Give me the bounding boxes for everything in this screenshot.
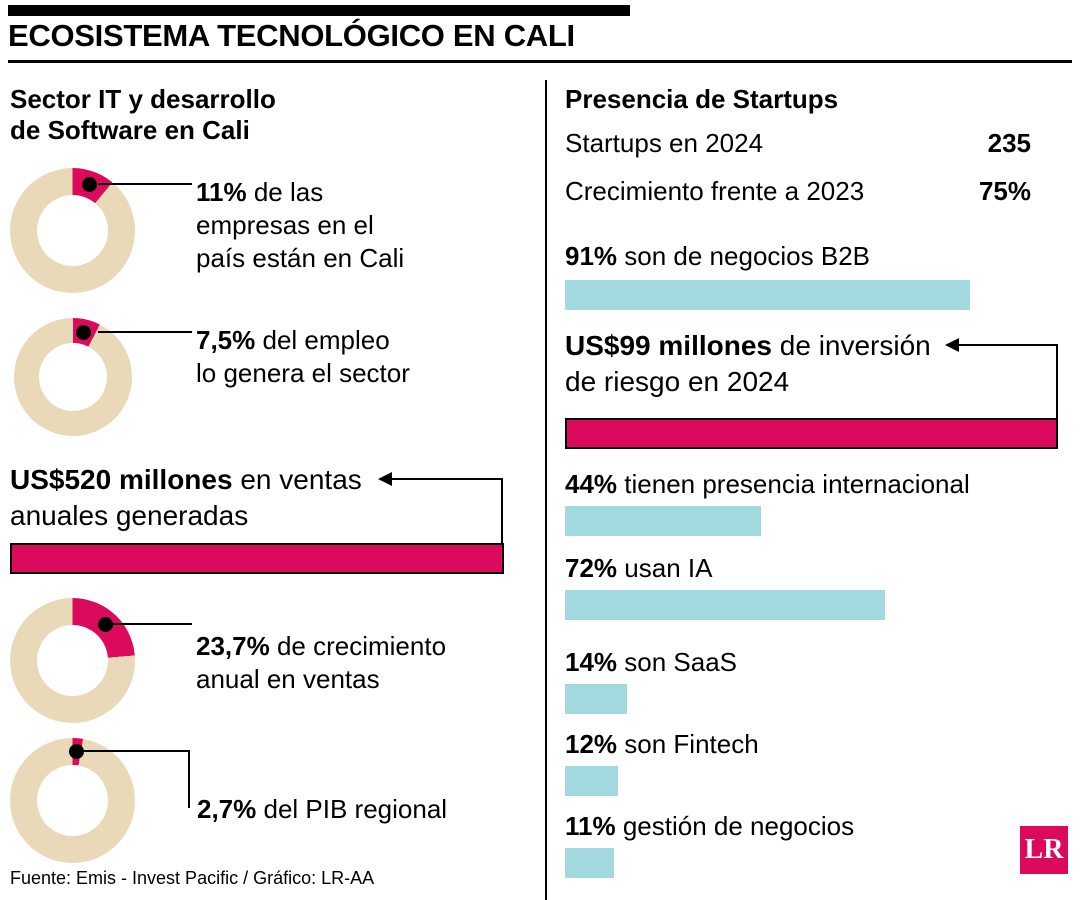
left-heading-line2: de Software en Cali xyxy=(10,114,250,145)
leader-line-empleo xyxy=(98,331,192,333)
ventas-arrow-vline xyxy=(501,478,503,543)
stat-value: 235 xyxy=(987,128,1031,158)
donut-hole xyxy=(39,343,107,411)
ventas-arrowhead-icon xyxy=(378,472,392,486)
inversion-arrow-hline xyxy=(959,344,1058,346)
lr-logo: LR xyxy=(1020,826,1068,874)
inversion-arrow-vline xyxy=(1056,344,1058,418)
internacional-value: 44% xyxy=(565,469,618,499)
donut-crecimiento xyxy=(10,598,135,723)
donut-crecimiento-label: 23,7% de crecimiento anual en ventas xyxy=(196,630,446,696)
donut-empleo xyxy=(14,318,132,436)
donut-marker-dot xyxy=(98,617,114,633)
label-line: 7,5% del empleo xyxy=(196,324,410,357)
donut-empresas xyxy=(10,168,135,293)
donut-empresas-label: 11% de las empresas en el país están en … xyxy=(196,176,404,275)
label-text: gestión de negocios xyxy=(615,811,855,841)
donut-empresas-value: 11% xyxy=(196,177,247,207)
donut-marker-dot xyxy=(81,177,97,193)
source-credit: Fuente: Emis - Invest Pacific / Gráfico:… xyxy=(10,868,375,888)
stat-value: 75% xyxy=(978,176,1031,206)
label-line: anual en ventas xyxy=(196,664,380,695)
leader-line-empresas xyxy=(98,183,192,185)
fintech-label: 12% son Fintech xyxy=(565,728,759,761)
page-title: ECOSISTEMA TECNOLÓGICO EN CALI xyxy=(8,18,575,53)
label-line: 23,7% de crecimiento xyxy=(196,630,446,663)
top-rule xyxy=(8,5,630,16)
saas-bar xyxy=(565,684,627,714)
donut-hole xyxy=(37,195,108,266)
b2b-label: 91% son de negocios B2B xyxy=(565,240,870,273)
donut-marker-dot xyxy=(76,324,92,340)
gestion-label: 11% gestión de negocios xyxy=(565,810,854,843)
donut-pib-label: 2,7% del PIB regional xyxy=(197,793,447,826)
donut-marker-dot xyxy=(69,744,85,760)
stat-label: Crecimiento frente a 2023 xyxy=(565,176,865,206)
ventas-value: US$520 millones xyxy=(10,464,233,495)
label-line: empresas en el xyxy=(196,210,374,241)
fintech-value: 12% xyxy=(565,729,618,759)
donut-hole xyxy=(37,765,108,836)
b2b-bar xyxy=(565,280,970,310)
inversion-bar xyxy=(565,418,1058,449)
donut-pib xyxy=(10,738,135,863)
saas-label: 14% son SaaS xyxy=(565,646,737,679)
label-line: anuales generadas xyxy=(10,499,249,531)
leader-line-crecimiento xyxy=(112,623,192,625)
label-line: país están en Cali xyxy=(196,243,405,274)
inversion-label: US$99 millones de inversión de riesgo en… xyxy=(565,328,931,400)
label-text: son SaaS xyxy=(617,647,738,677)
internacional-bar xyxy=(565,506,761,536)
leader-line-pib-h xyxy=(84,750,190,752)
label-line: 2,7% del PIB regional xyxy=(197,793,447,826)
label-text: son de negocios B2B xyxy=(617,241,871,271)
ia-label: 72% usan IA xyxy=(565,552,712,585)
internacional-label: 44% tienen presencia internacional xyxy=(565,468,970,501)
label-text: en ventas xyxy=(232,464,362,495)
ventas-arrow-hline xyxy=(392,478,503,480)
left-section-heading: Sector IT y desarrollo de Software en Ca… xyxy=(10,84,276,145)
gestion-value: 11% xyxy=(565,811,616,841)
column-divider xyxy=(545,80,547,900)
b2b-value: 91% xyxy=(565,241,618,271)
donut-crecimiento-value: 23,7% xyxy=(196,631,270,661)
left-heading-line1: Sector IT y desarrollo xyxy=(10,84,276,114)
label-text: usan IA xyxy=(617,553,713,583)
label-line: 11% de las xyxy=(196,176,404,209)
label-text: de inversión xyxy=(771,330,931,361)
ventas-bar xyxy=(10,543,504,574)
label-line: lo genera el sector xyxy=(196,358,410,389)
stat-row-startups: Startups en 2024 235 xyxy=(565,128,1031,159)
stat-label: Startups en 2024 xyxy=(565,128,764,158)
donut-pib-value: 2,7% xyxy=(197,794,257,824)
donut-empleo-value: 7,5% xyxy=(196,325,256,355)
gestion-bar xyxy=(565,848,614,878)
label-line: US$99 millones de inversión xyxy=(565,328,931,364)
label-line: de riesgo en 2024 xyxy=(565,365,790,397)
label-text: son Fintech xyxy=(617,729,759,759)
inversion-value: US$99 millones xyxy=(565,330,772,361)
donut-empleo-label: 7,5% del empleo lo genera el sector xyxy=(196,324,410,390)
ventas-label: US$520 millones en ventas anuales genera… xyxy=(10,462,362,534)
label-text: de crecimiento xyxy=(269,631,447,661)
label-text: tienen presencia internacional xyxy=(617,469,970,499)
inversion-arrowhead-icon xyxy=(945,338,959,352)
donut-hole xyxy=(37,625,108,696)
leader-line-pib-v xyxy=(188,750,190,808)
label-text: de las xyxy=(246,177,324,207)
ia-bar xyxy=(565,590,885,620)
ia-value: 72% xyxy=(565,553,618,583)
label-line: US$520 millones en ventas xyxy=(10,462,362,498)
stat-row-crecimiento: Crecimiento frente a 2023 75% xyxy=(565,176,1031,207)
saas-value: 14% xyxy=(565,647,618,677)
fintech-bar xyxy=(565,766,618,796)
label-text: del PIB regional xyxy=(256,794,448,824)
label-text: del empleo xyxy=(255,325,390,355)
title-underline xyxy=(8,60,1072,63)
right-section-heading: Presencia de Startups xyxy=(565,84,839,114)
